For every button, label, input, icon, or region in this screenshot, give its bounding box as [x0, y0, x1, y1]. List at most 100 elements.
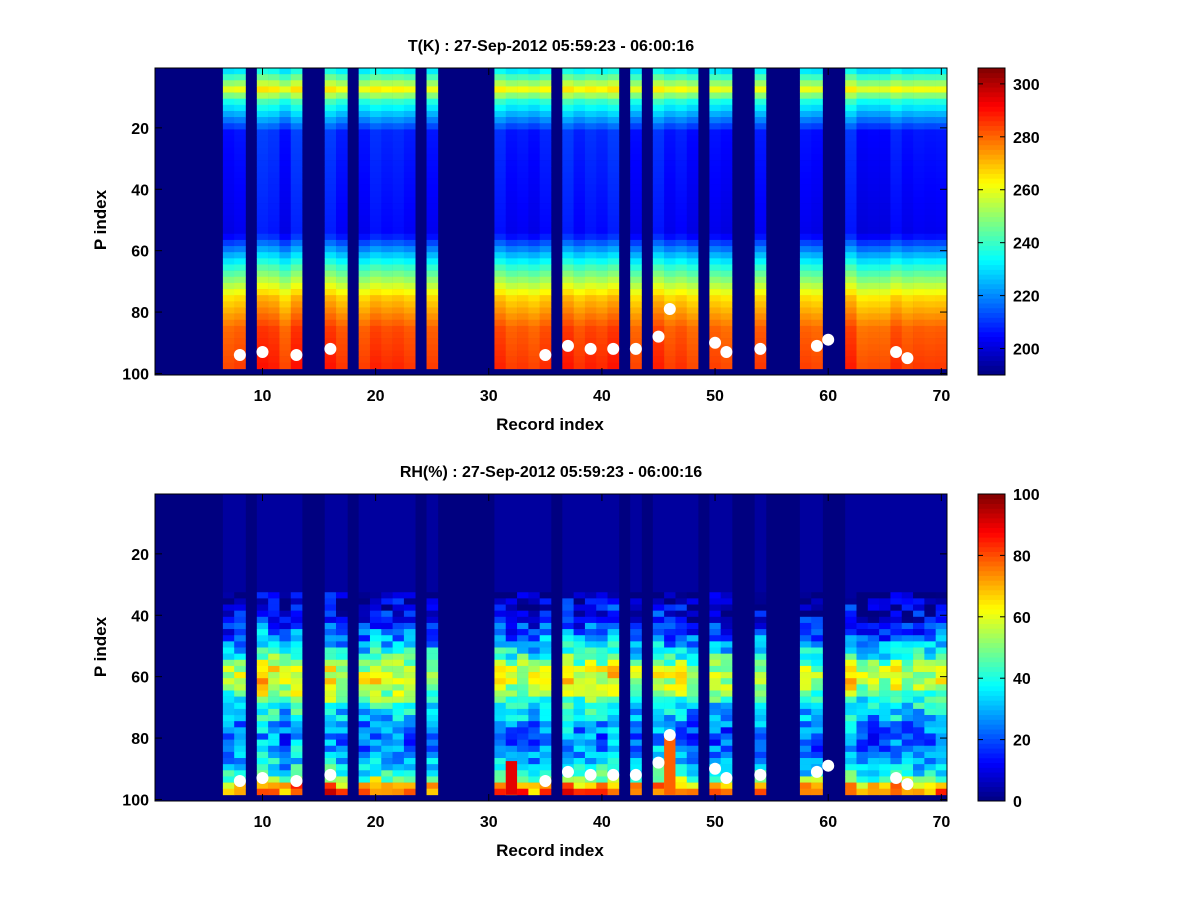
- heatmap-cell: [369, 221, 382, 228]
- heatmap-cell: [234, 98, 246, 106]
- heatmap-cell: [392, 586, 405, 593]
- heatmap-cell: [720, 782, 733, 790]
- heatmap-cell: [913, 123, 925, 130]
- heatmap-cell: [856, 672, 869, 679]
- heatmap-cell: [403, 246, 416, 253]
- heatmap-cell: [528, 788, 540, 796]
- heatmap-cell: [924, 684, 936, 691]
- heatmap-cell: [290, 494, 303, 501]
- heatmap-cell: [403, 733, 416, 740]
- colorbar-segment: [978, 729, 1005, 735]
- heatmap-cell: [290, 549, 303, 556]
- heatmap-cell: [596, 92, 608, 99]
- heatmap-cell: [426, 715, 439, 722]
- heatmap-cell: [879, 782, 891, 790]
- heatmap-cell: [709, 696, 722, 704]
- heatmap-cell: [720, 653, 733, 661]
- heatmap-cell: [720, 647, 733, 654]
- x-tick-label: 30: [480, 388, 498, 405]
- heatmap-cell: [856, 104, 869, 112]
- heatmap-cell: [324, 536, 337, 544]
- heatmap-cell: [913, 776, 925, 783]
- colorbar-segment: [978, 609, 1005, 615]
- heatmap-cell: [290, 506, 303, 513]
- heatmap-cell: [505, 494, 518, 501]
- heatmap-cell: [562, 702, 574, 710]
- heatmap-cell: [539, 325, 552, 333]
- heatmap-cell: [336, 258, 348, 265]
- colorbar-segment: [978, 346, 1005, 352]
- heatmap-cell: [890, 549, 903, 556]
- heatmap-cell: [720, 338, 733, 345]
- heatmap-cell: [856, 80, 869, 87]
- heatmap-cell: [924, 92, 936, 99]
- heatmap-cell: [562, 117, 574, 124]
- heatmap-cell: [256, 313, 269, 321]
- heatmap-cell: [799, 721, 812, 728]
- heatmap-cell: [517, 110, 529, 118]
- heatmap-cell: [494, 252, 507, 259]
- heatmap-cell: [369, 530, 382, 538]
- heatmap-cell: [403, 117, 416, 124]
- heatmap-cell: [924, 764, 936, 771]
- heatmap-cell: [426, 92, 439, 99]
- heatmap-cell: [935, 702, 948, 710]
- heatmap-cell: [358, 604, 371, 611]
- heatmap-cell: [517, 166, 529, 173]
- heatmap-cell: [539, 512, 552, 519]
- heatmap-cell: [562, 282, 574, 290]
- heatmap-cell: [426, 74, 439, 81]
- heatmap-cell: [256, 579, 269, 587]
- heatmap-cell: [256, 739, 269, 747]
- heatmap-cell: [845, 80, 857, 87]
- heatmap-cell: [924, 579, 936, 587]
- heatmap-cell: [336, 307, 348, 314]
- heatmap-cell: [799, 362, 812, 370]
- heatmap-cell: [845, 629, 857, 636]
- heatmap-cell: [381, 117, 393, 124]
- heatmap-cell: [584, 147, 597, 155]
- heatmap-cell: [856, 172, 869, 179]
- heatmap-column: [754, 68, 767, 370]
- heatmap-cell: [630, 68, 642, 75]
- heatmap-cell: [358, 141, 371, 149]
- heatmap-cell: [381, 672, 393, 679]
- heatmap-cell: [630, 494, 642, 501]
- heatmap-cell: [528, 672, 540, 679]
- heatmap-cell: [630, 739, 642, 747]
- heatmap-cell: [879, 135, 891, 142]
- heatmap-cell: [268, 770, 280, 777]
- heatmap-cell: [222, 276, 235, 284]
- heatmap-cell: [290, 160, 303, 167]
- colorbar-segment: [978, 647, 1005, 653]
- heatmap-cell: [913, 641, 925, 648]
- heatmap-cell: [336, 782, 348, 790]
- heatmap-cell: [234, 629, 246, 636]
- heatmap-cell: [856, 233, 869, 241]
- heatmap-cell: [596, 579, 608, 587]
- heatmap-cell: [562, 264, 574, 271]
- heatmap-cell: [256, 147, 269, 155]
- heatmap-cell: [517, 543, 529, 550]
- heatmap-cell: [811, 350, 823, 357]
- heatmap-cell: [675, 758, 688, 765]
- heatmap-cell: [562, 325, 574, 333]
- heatmap-cell: [584, 536, 597, 544]
- heatmap-cell: [222, 104, 235, 112]
- heatmap-cell: [867, 350, 880, 357]
- heatmap-cell: [630, 555, 642, 562]
- heatmap-cell: [845, 338, 857, 345]
- heatmap-cell: [913, 86, 925, 93]
- heatmap-cell: [290, 147, 303, 155]
- surface-marker: [539, 775, 552, 788]
- heatmap-cell: [505, 567, 518, 575]
- heatmap-cell: [290, 622, 303, 630]
- colorbar-segment: [978, 77, 1005, 83]
- heatmap-cell: [279, 518, 292, 525]
- heatmap-cell: [528, 758, 540, 765]
- heatmap-cell: [324, 586, 337, 593]
- heatmap-cell: [290, 203, 303, 210]
- heatmap-cell: [901, 252, 914, 259]
- colorbar-segment: [978, 676, 1005, 682]
- heatmap-cell: [324, 530, 337, 538]
